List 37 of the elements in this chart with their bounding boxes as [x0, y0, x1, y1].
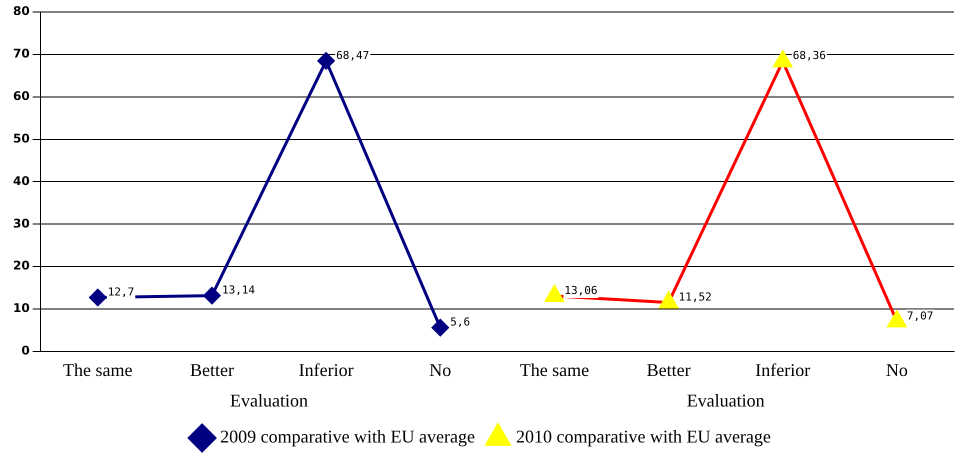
y-tick-label: 60: [12, 88, 30, 103]
x-tick-label: Inferior: [298, 360, 354, 380]
data-label: 7,07: [906, 309, 934, 322]
y-tick-label: 10: [12, 301, 30, 316]
x-tick-label: Better: [190, 360, 234, 380]
y-tick-label: 0: [21, 344, 30, 358]
point: [203, 287, 220, 304]
x-tick-label: No: [429, 360, 452, 380]
y-tick-label: 30: [12, 216, 30, 230]
text: Evaluation: [230, 390, 308, 411]
y-tick-label: 40: [12, 174, 30, 188]
point: [888, 310, 906, 328]
data-label: 11,52: [678, 290, 712, 304]
x-tick-label: Better: [646, 360, 691, 380]
point: [318, 52, 335, 70]
x-tick-label: The same: [63, 360, 133, 380]
y-tick-label: 70: [12, 46, 30, 61]
data-label: 5,6: [450, 316, 470, 328]
y-tick-label: 50: [12, 131, 30, 146]
x-tick-label: No: [886, 360, 908, 380]
x-tick-label: The same: [520, 360, 590, 380]
y-tick-label: 20: [12, 258, 30, 273]
point: [545, 285, 564, 302]
x-tick-label: Inferior: [755, 360, 810, 380]
point: [773, 50, 792, 68]
point: [89, 289, 106, 306]
point: [432, 319, 449, 336]
y-tick-label: 80: [12, 4, 30, 18]
point: [659, 292, 678, 309]
legend-label: 2010 comparative with EU average: [516, 426, 771, 447]
data-label: 12,7: [108, 285, 134, 298]
data-label: 68,36: [792, 49, 826, 62]
data-label: 13,06: [564, 284, 598, 297]
legend-label: 2009 comparative with EU average: [220, 426, 476, 447]
text: Evaluation: [686, 390, 765, 411]
data-label: 68,47: [336, 48, 370, 62]
data-label: 13,14: [222, 284, 256, 297]
